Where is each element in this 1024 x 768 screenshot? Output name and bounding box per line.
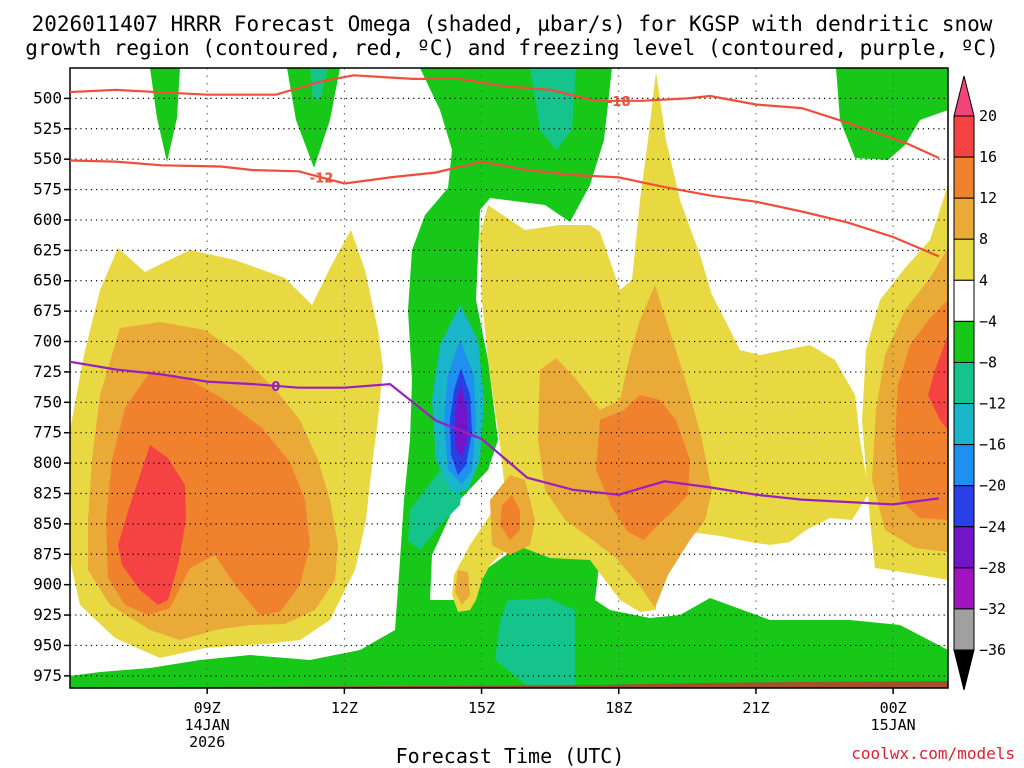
omega-green-region — [836, 68, 948, 160]
pressure-tick-label: 950 — [33, 635, 62, 654]
omega-teal-region — [408, 470, 462, 550]
pressure-axis: 500 525 550 575 600 625 650 675 700 725 750 775 800 8… — [33, 88, 70, 685]
omega-gold-region — [455, 570, 470, 605]
pressure-tick-label: 850 — [33, 514, 62, 533]
colorbar-segment — [953, 320, 975, 363]
omega-red-region — [118, 445, 186, 605]
colorbar-segment — [953, 608, 975, 651]
colorbar-segment — [953, 279, 975, 322]
colorbar-level-label: −36 — [979, 641, 1006, 659]
colorbar-level-label: −12 — [979, 395, 1006, 413]
pressure-tick-label: 875 — [33, 544, 62, 563]
time-tick-label: 09Z — [194, 699, 221, 717]
pressure-tick-label: 550 — [33, 149, 62, 168]
time-tick-label: 00Z — [880, 699, 907, 717]
colorbar-top-arrow — [953, 75, 975, 117]
grid-lines — [70, 68, 948, 688]
date-tick-label: 15JAN — [871, 716, 916, 734]
year-tick-label: 2026 — [189, 733, 225, 751]
pressure-tick-label: 650 — [33, 271, 62, 290]
chart-title-line-1: 2026011407 HRRR Forecast Omega (shaded, … — [32, 12, 993, 36]
colorbar-level-label: −32 — [979, 600, 1006, 618]
pressure-tick-label: 575 — [33, 180, 62, 199]
colorbar-level-label: 16 — [979, 148, 997, 166]
colorbar-level-label: 4 — [979, 271, 988, 289]
x-axis-label: Forecast Time (UTC) — [396, 744, 625, 768]
isotherm-label: -12 — [310, 171, 334, 186]
colorbar-level-label: −20 — [979, 477, 1006, 495]
pressure-tick-label: 750 — [33, 392, 62, 411]
time-tick-label: 12Z — [331, 699, 358, 717]
colorbar-segment — [953, 197, 975, 240]
chart-title-line-2: growth region (contoured, red, ºC) and f… — [25, 36, 999, 60]
pressure-tick-label: 625 — [33, 240, 62, 259]
colorbar-level-label: 8 — [979, 230, 988, 248]
colorbar-segment — [953, 156, 975, 199]
isotherm-line — [70, 159, 940, 258]
isotherm-contours: -18 -12 0 — [70, 74, 940, 506]
omega-teal-region — [495, 598, 575, 688]
pressure-tick-label: 775 — [33, 423, 62, 442]
colorbar-level-label: −24 — [979, 518, 1006, 536]
omega-orange-region — [895, 300, 948, 520]
colorbar-segment — [953, 361, 975, 405]
colorbar-segment — [953, 567, 975, 610]
plot-frame — [69, 67, 949, 689]
omega-red-region — [928, 335, 948, 430]
credit-text: coolwx.com/models — [851, 744, 1015, 763]
omega-shading — [70, 68, 948, 688]
time-tick-label: 21Z — [742, 699, 769, 717]
time-tick-label: 15Z — [468, 699, 495, 717]
colorbar-bottom-arrow — [953, 649, 975, 691]
pressure-tick-label: 900 — [33, 575, 62, 594]
colorbar-level-label: −28 — [979, 559, 1006, 577]
omega-colorbar: 20 16 12 8 4 −4 −8 −12 −16 −20 −24 −28 −32 −36 — [953, 75, 1006, 691]
pressure-tick-label: 800 — [33, 453, 62, 472]
isotherm-label: 0 — [271, 380, 280, 395]
colorbar-level-label: −16 — [979, 436, 1006, 454]
pressure-tick-label: 925 — [33, 605, 62, 624]
colorbar-level-label: −8 — [979, 353, 997, 371]
pressure-tick-label: 675 — [33, 301, 62, 320]
colorbar-segment — [953, 526, 975, 569]
pressure-tick-label: 825 — [33, 483, 62, 502]
isotherm-line — [70, 360, 940, 506]
omega-teal-region — [310, 68, 328, 100]
colorbar-level-label: 20 — [979, 107, 997, 125]
isotherm-line — [70, 74, 940, 160]
omega-orange-region — [596, 395, 690, 540]
pressure-tick-label: 600 — [33, 210, 62, 229]
colorbar-level-label: −4 — [979, 312, 997, 330]
colorbar-segment — [953, 485, 975, 528]
time-tick-label: 18Z — [605, 699, 632, 717]
ground-terrain — [70, 681, 948, 688]
isotherm-label: -18 — [607, 95, 631, 110]
colorbar-segment — [953, 115, 975, 158]
colorbar-segment — [953, 444, 975, 487]
date-tick-label: 14JAN — [185, 716, 230, 734]
pressure-tick-label: 525 — [33, 119, 62, 138]
colorbar-segment — [953, 403, 975, 446]
pressure-tick-label: 725 — [33, 362, 62, 381]
colorbar-segment — [953, 238, 975, 281]
omega-orange-region — [500, 495, 520, 540]
pressure-tick-label: 975 — [33, 666, 62, 685]
colorbar-level-label: 12 — [979, 189, 997, 207]
omega-green-region — [70, 68, 948, 688]
omega-green-region — [287, 68, 340, 168]
pressure-tick-label: 500 — [33, 88, 62, 107]
omega-purple-region — [455, 385, 467, 458]
pressure-tick-label: 700 — [33, 332, 62, 351]
